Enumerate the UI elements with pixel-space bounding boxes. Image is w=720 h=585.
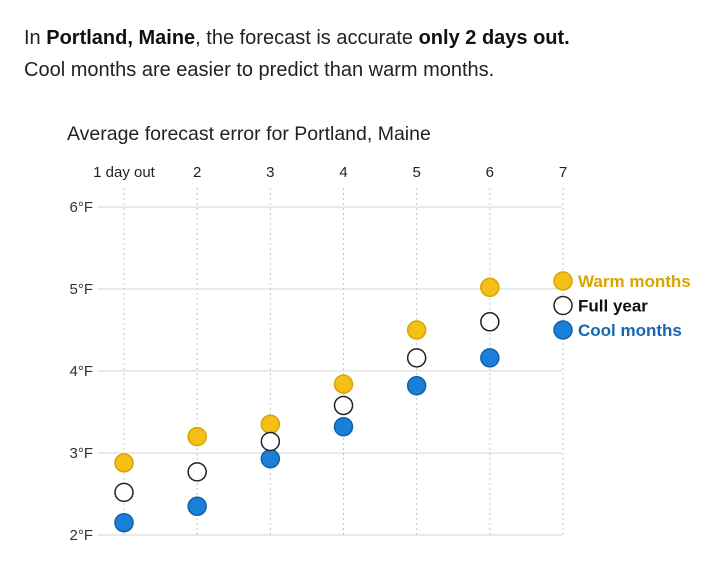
- data-point-warm-months: [260, 414, 281, 435]
- data-point-full-year: [333, 395, 354, 416]
- data-point-full-year: [260, 431, 281, 452]
- headline-segment: , the forecast is accurate: [195, 27, 419, 49]
- headline: In Portland, Maine, the forecast is accu…: [24, 22, 704, 86]
- data-point-cool-months: [333, 417, 354, 437]
- y-tick-label: 4°F: [69, 363, 93, 380]
- data-point-warm-months: [406, 320, 427, 340]
- legend-marker: [553, 295, 573, 316]
- headline-segment: Portland, Maine: [46, 27, 196, 49]
- headline-line-1: In Portland, Maine, the forecast is accu…: [24, 22, 704, 54]
- data-point-cool-months: [480, 348, 500, 368]
- data-point-full-year: [187, 462, 207, 482]
- data-point-cool-months: [260, 448, 281, 469]
- legend-marker: [553, 320, 573, 340]
- data-point-cool-months: [187, 496, 207, 517]
- x-tick-label: 5: [412, 164, 420, 181]
- legend-label: Cool months: [578, 321, 682, 340]
- data-point-warm-months: [333, 374, 354, 394]
- chart-title: Average forecast error for Portland, Mai…: [67, 123, 431, 145]
- x-tick-label: 1 day out: [93, 164, 156, 181]
- data-point-full-year: [480, 312, 500, 332]
- y-tick-label: 2°F: [69, 527, 93, 544]
- legend-label: Full year: [578, 297, 648, 316]
- data-point-warm-months: [480, 277, 500, 298]
- data-point-cool-months: [114, 512, 134, 533]
- data-point-warm-months: [114, 453, 134, 473]
- x-tick-label: 4: [339, 164, 347, 181]
- x-tick-label: 7: [559, 164, 567, 181]
- headline-segment: In: [24, 27, 47, 49]
- data-point-warm-months: [187, 426, 207, 447]
- legend-marker: [553, 271, 573, 291]
- data-point-full-year: [114, 482, 134, 503]
- y-tick-label: 3°F: [69, 445, 93, 462]
- y-tick-label: 5°F: [69, 281, 93, 298]
- headline-line-2: Cool months are easier to predict than w…: [24, 59, 495, 81]
- legend-label: Warm months: [578, 272, 691, 291]
- y-tick-label: 6°F: [69, 199, 93, 216]
- data-point-cool-months: [406, 376, 427, 396]
- x-tick-label: 3: [266, 164, 274, 181]
- data-point-full-year: [406, 348, 427, 368]
- headline-segment: only 2 days out.: [418, 27, 570, 49]
- x-tick-label: 6: [486, 164, 494, 181]
- x-tick-label: 2: [193, 164, 201, 181]
